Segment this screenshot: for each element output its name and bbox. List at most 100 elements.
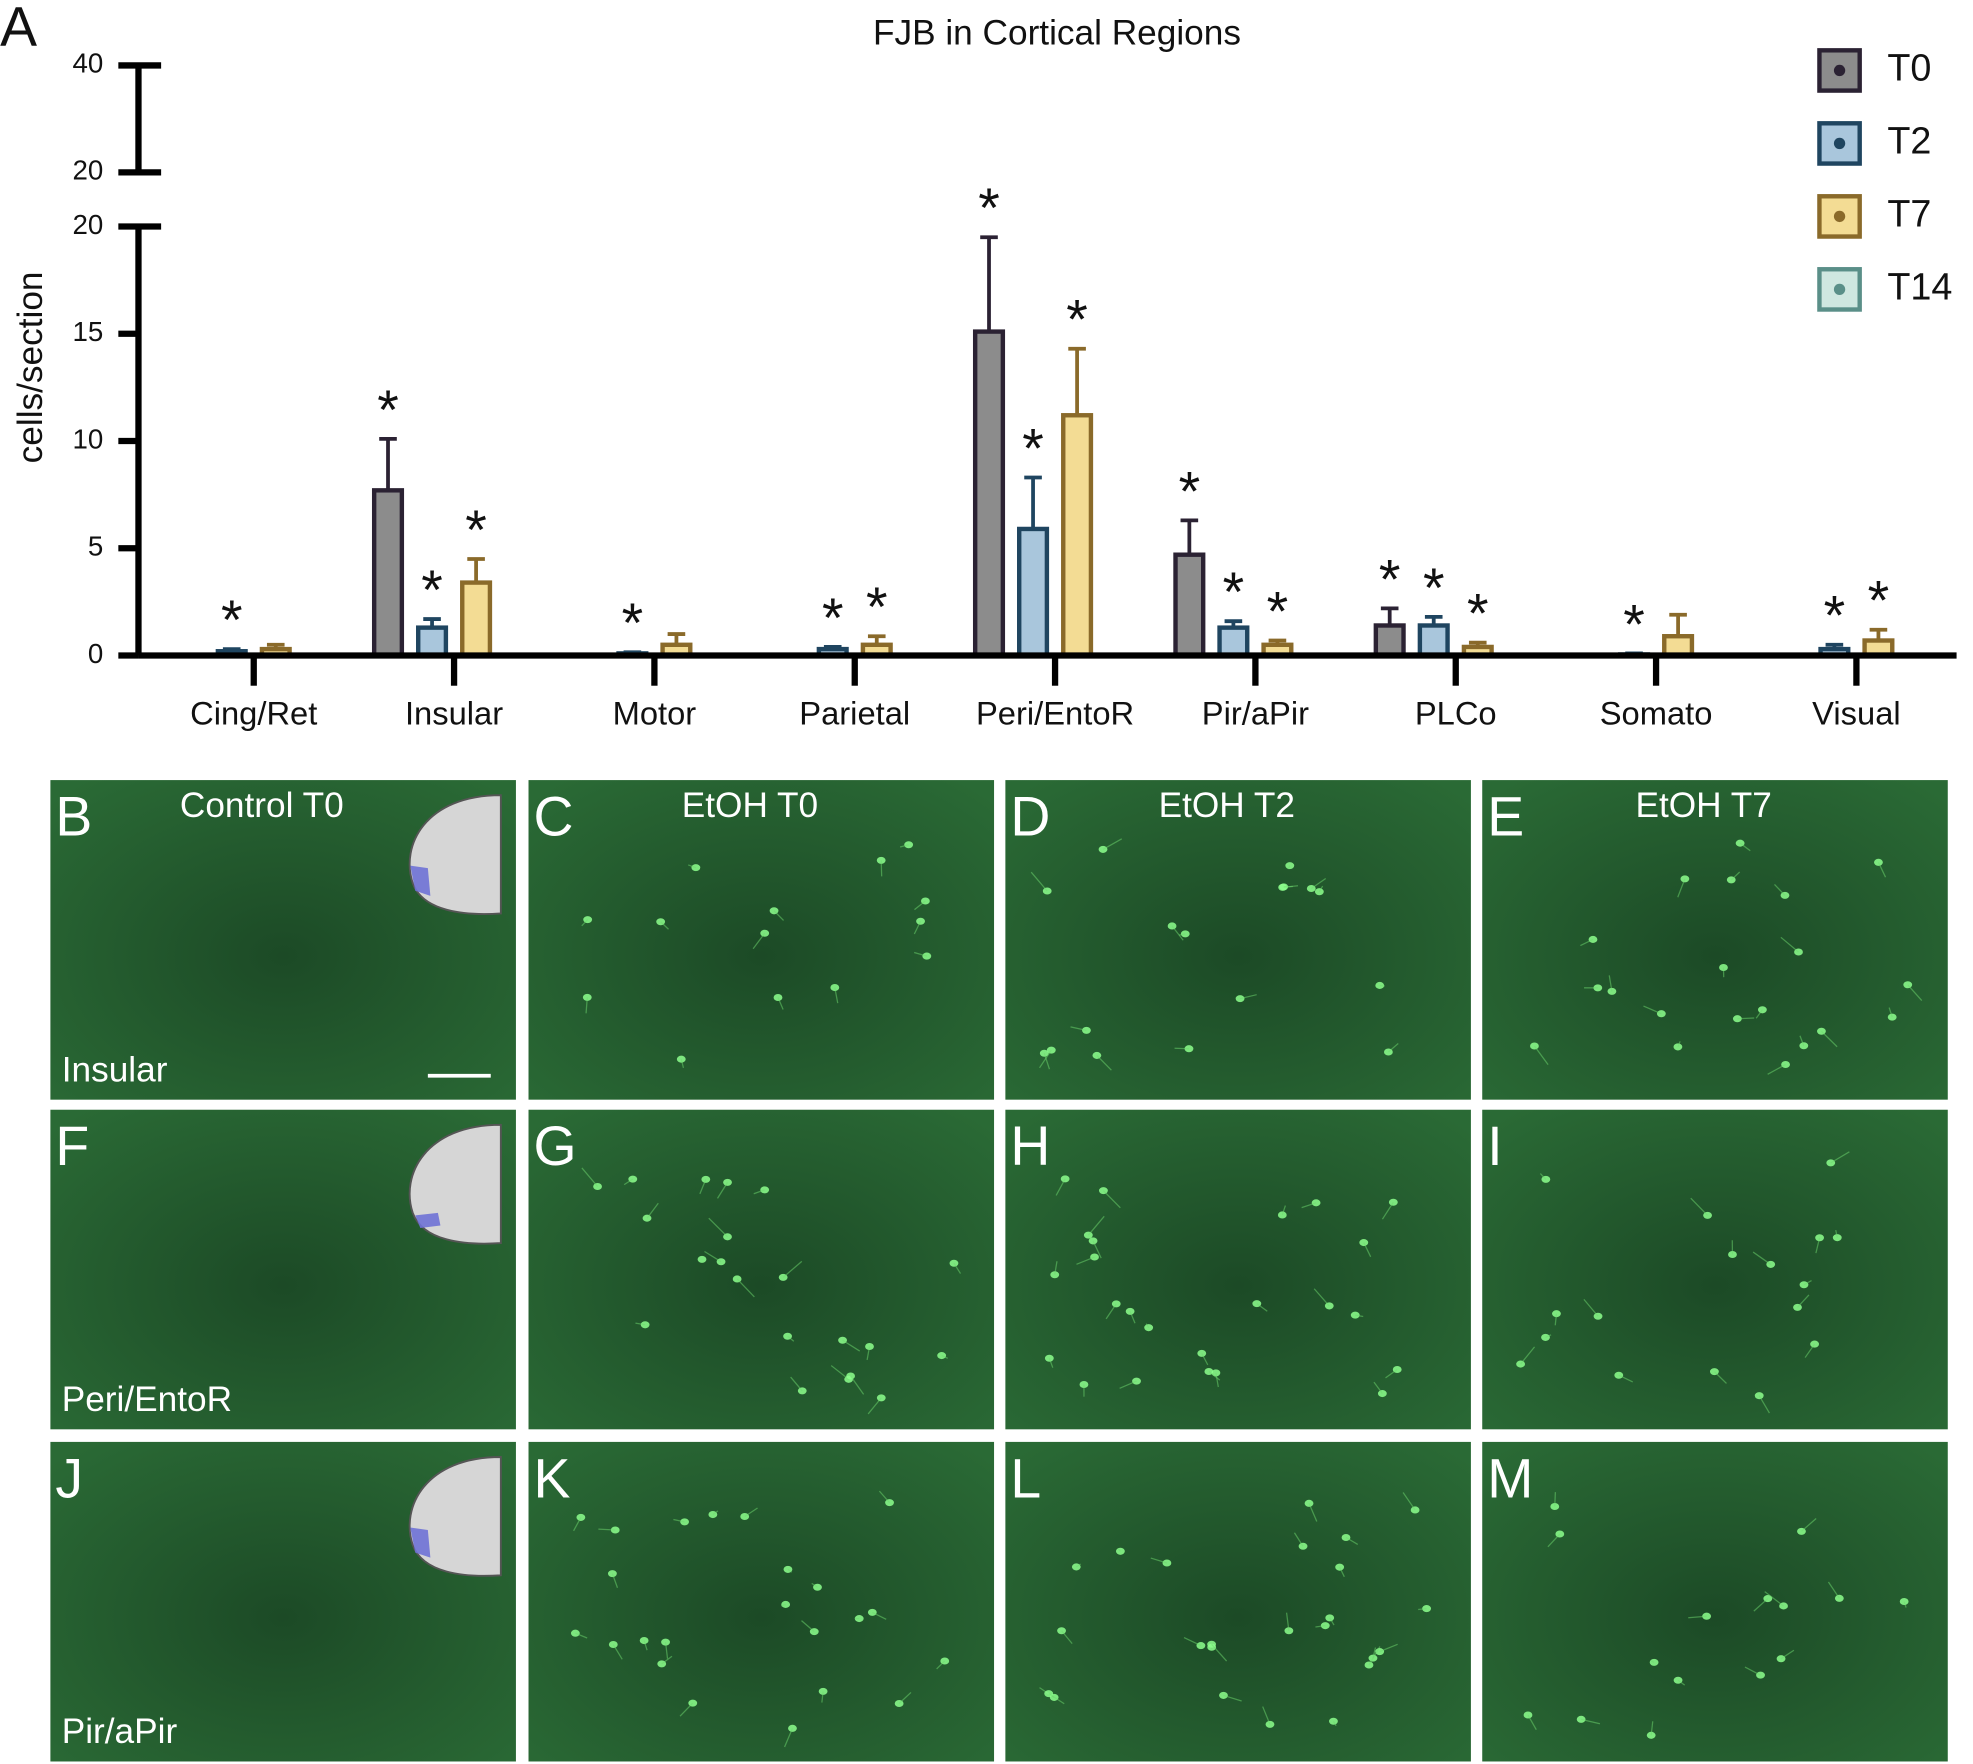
labeled-cell — [1324, 1302, 1334, 1310]
cell-process — [708, 1217, 728, 1238]
cell-process — [1318, 885, 1324, 893]
micrograph — [1482, 1441, 1948, 1762]
cell-process — [712, 1510, 719, 1516]
x-tick-label: Parietal — [799, 695, 910, 732]
cell-process — [1767, 1063, 1786, 1075]
cell-process — [1804, 1343, 1816, 1358]
cell-process — [753, 1189, 765, 1195]
panel-title: Control T0 — [180, 786, 344, 825]
cell-process — [623, 1178, 634, 1186]
cell-process — [611, 1573, 619, 1588]
cell-process — [1043, 1053, 1051, 1070]
cell-process — [1520, 1346, 1536, 1365]
bar — [1417, 623, 1450, 658]
labeled-cell — [680, 1518, 690, 1526]
panel-letter: I — [1487, 1115, 1502, 1177]
cell-process — [899, 844, 909, 848]
cell-process — [1581, 1718, 1601, 1725]
cell-process — [1256, 1303, 1268, 1312]
cell-process — [1087, 1215, 1105, 1236]
y-tick-label: 5 — [88, 531, 103, 562]
labeled-cell — [1523, 1711, 1533, 1719]
cell-process — [1379, 984, 1385, 987]
cell-process — [790, 1376, 803, 1392]
labeled-cell — [788, 1724, 797, 1732]
cell-process — [1308, 1503, 1318, 1522]
panel-letter: B — [55, 785, 92, 847]
cell-process — [736, 1278, 755, 1298]
chart-title: FJB in Cortical Regions — [873, 14, 1241, 53]
cell-process — [1105, 1303, 1117, 1320]
cell-process — [1539, 1173, 1547, 1180]
x-tick-label: PLCo — [1415, 695, 1497, 732]
cell-process — [1048, 1693, 1065, 1705]
labeled-cell — [1050, 1271, 1060, 1279]
bar — [1173, 552, 1206, 658]
micrograph — [528, 1441, 995, 1762]
cell-process — [1803, 1279, 1812, 1286]
panel-letter: K — [534, 1447, 571, 1509]
cell-process — [1293, 1532, 1304, 1547]
cell-process — [1618, 1374, 1634, 1383]
cell-process — [783, 1728, 794, 1748]
labeled-cell — [1576, 1715, 1586, 1723]
significance-mark: * — [1267, 580, 1289, 642]
x-tick-label: Peri/EntoR — [976, 695, 1134, 732]
cell-process — [1801, 1518, 1817, 1532]
cell-process — [953, 1262, 962, 1274]
x-tick-label: Pir/aPir — [1202, 695, 1309, 732]
legend-dot — [1833, 137, 1846, 150]
cell-process — [660, 921, 669, 930]
cell-process — [878, 1490, 891, 1504]
panel-letter: M — [1487, 1447, 1533, 1509]
cell-process — [664, 1642, 669, 1659]
panel-letter: D — [1010, 785, 1050, 847]
labeled-cell — [1614, 1371, 1624, 1379]
cell-process — [1070, 1026, 1087, 1031]
x-tick-label: Somato — [1600, 695, 1713, 732]
cell-process — [914, 900, 926, 911]
cell-process — [1211, 1643, 1228, 1662]
cell-process — [612, 1644, 623, 1660]
cell-process — [1827, 1581, 1840, 1599]
cell-process — [1903, 1601, 1907, 1608]
significance-mark: * — [1467, 583, 1489, 645]
cell-process — [913, 920, 922, 935]
cell-process — [1055, 1178, 1066, 1196]
y-tick-label: 0 — [88, 638, 103, 669]
cell-process — [1580, 938, 1594, 947]
cell-process — [1820, 1030, 1838, 1048]
cell-process — [1650, 1721, 1654, 1736]
cell-process — [585, 997, 588, 1014]
cell-process — [1096, 1054, 1112, 1071]
cell-process — [1737, 1017, 1755, 1020]
cell-process — [573, 1517, 582, 1532]
cell-process — [1755, 1009, 1763, 1019]
cell-process — [673, 1518, 685, 1523]
panel-letter: C — [534, 785, 574, 847]
cell-process — [1547, 1533, 1561, 1548]
cell-process — [782, 1260, 803, 1278]
cell-process — [680, 1059, 685, 1068]
cell-process — [1815, 1237, 1821, 1254]
cell-process — [830, 1365, 850, 1380]
cell-process — [646, 1202, 659, 1219]
brain-region — [415, 1212, 441, 1229]
cell-process — [801, 1620, 815, 1633]
cell-process — [867, 1397, 882, 1415]
micrograph — [1005, 780, 1471, 1100]
x-tick-label: Motor — [613, 695, 697, 732]
cell-process — [598, 1528, 616, 1531]
cell-process — [1533, 1045, 1549, 1065]
cell-process — [821, 1691, 824, 1703]
legend-label: T7 — [1887, 192, 1931, 234]
cell-process — [1877, 862, 1887, 878]
labeled-cell — [830, 984, 840, 992]
significance-mark: * — [465, 499, 487, 561]
cell-process — [679, 1702, 694, 1717]
cell-process — [1373, 1381, 1383, 1394]
cell-process — [1201, 1353, 1209, 1366]
labeled-cell — [1754, 1392, 1764, 1400]
